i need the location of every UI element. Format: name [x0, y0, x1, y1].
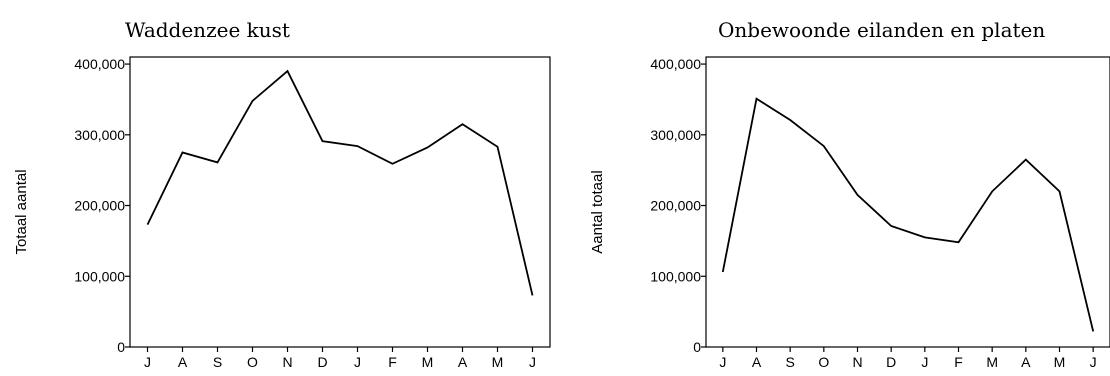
- chart-1-series-line: [146, 69, 534, 296]
- chart-1-ylabel: Totaal aantal: [13, 169, 30, 254]
- chart-2-xtick-label: A: [1021, 354, 1031, 370]
- chart-1-ytick-label: 0: [117, 339, 125, 355]
- chart-1-xtick-label: J: [354, 354, 361, 370]
- chart-2-title: Onbewoonde eilanden en platen: [718, 18, 1045, 42]
- chart-1-xtick-label: S: [213, 354, 222, 370]
- chart-2-xtick-label: M: [1054, 354, 1066, 370]
- chart-1-xtick-label: M: [422, 354, 434, 370]
- chart-1-xtick-label: A: [458, 354, 468, 370]
- chart-1-xtick-label: D: [317, 354, 327, 370]
- chart-2-xtick-label: S: [785, 354, 794, 370]
- chart-2-xtick-label: M: [986, 354, 998, 370]
- chart-2-xtick-label: O: [818, 354, 829, 370]
- chart-2-xtick-label: J: [719, 354, 726, 370]
- chart-1-ytick-label: 200,000: [74, 198, 125, 214]
- chart-1-xtick-label: O: [247, 354, 258, 370]
- chart-2-ytick-label: 0: [693, 339, 701, 355]
- chart-2-xtick-label: F: [954, 354, 963, 370]
- chart-2-ytick-label: 300,000: [650, 127, 701, 143]
- chart-2-xtick-label: D: [886, 354, 896, 370]
- chart-2-xtick-label: N: [852, 354, 862, 370]
- chart-1-xtick-label: J: [529, 354, 536, 370]
- chart-1-xtick-label: N: [282, 354, 292, 370]
- chart-1-ytick-label: 400,000: [74, 56, 125, 72]
- chart-2-ylabel: Aantal totaal: [589, 170, 606, 253]
- chart-1-ytick-label: 100,000: [74, 268, 125, 284]
- chart-1-xtick-label: M: [492, 354, 504, 370]
- chart-2-xtick-label: A: [752, 354, 762, 370]
- chart-1-xtick-label: F: [388, 354, 397, 370]
- chart-1-xtick-label: J: [144, 354, 151, 370]
- chart-1-title: Waddenzee kust: [125, 18, 290, 42]
- chart-1-xtick-label: A: [178, 354, 188, 370]
- chart-1-ytick-label: 300,000: [74, 127, 125, 143]
- chart-2-ytick-label: 100,000: [650, 268, 701, 284]
- chart-2-series-line: [721, 97, 1095, 332]
- chart-1-plot-frame: [129, 56, 551, 348]
- chart-2-xtick-label: J: [921, 354, 928, 370]
- chart-2-ytick-label: 200,000: [650, 198, 701, 214]
- chart-2-plot-frame: [705, 56, 1110, 348]
- chart-2-xtick-label: J: [1090, 354, 1097, 370]
- chart-2-ytick-label: 400,000: [650, 56, 701, 72]
